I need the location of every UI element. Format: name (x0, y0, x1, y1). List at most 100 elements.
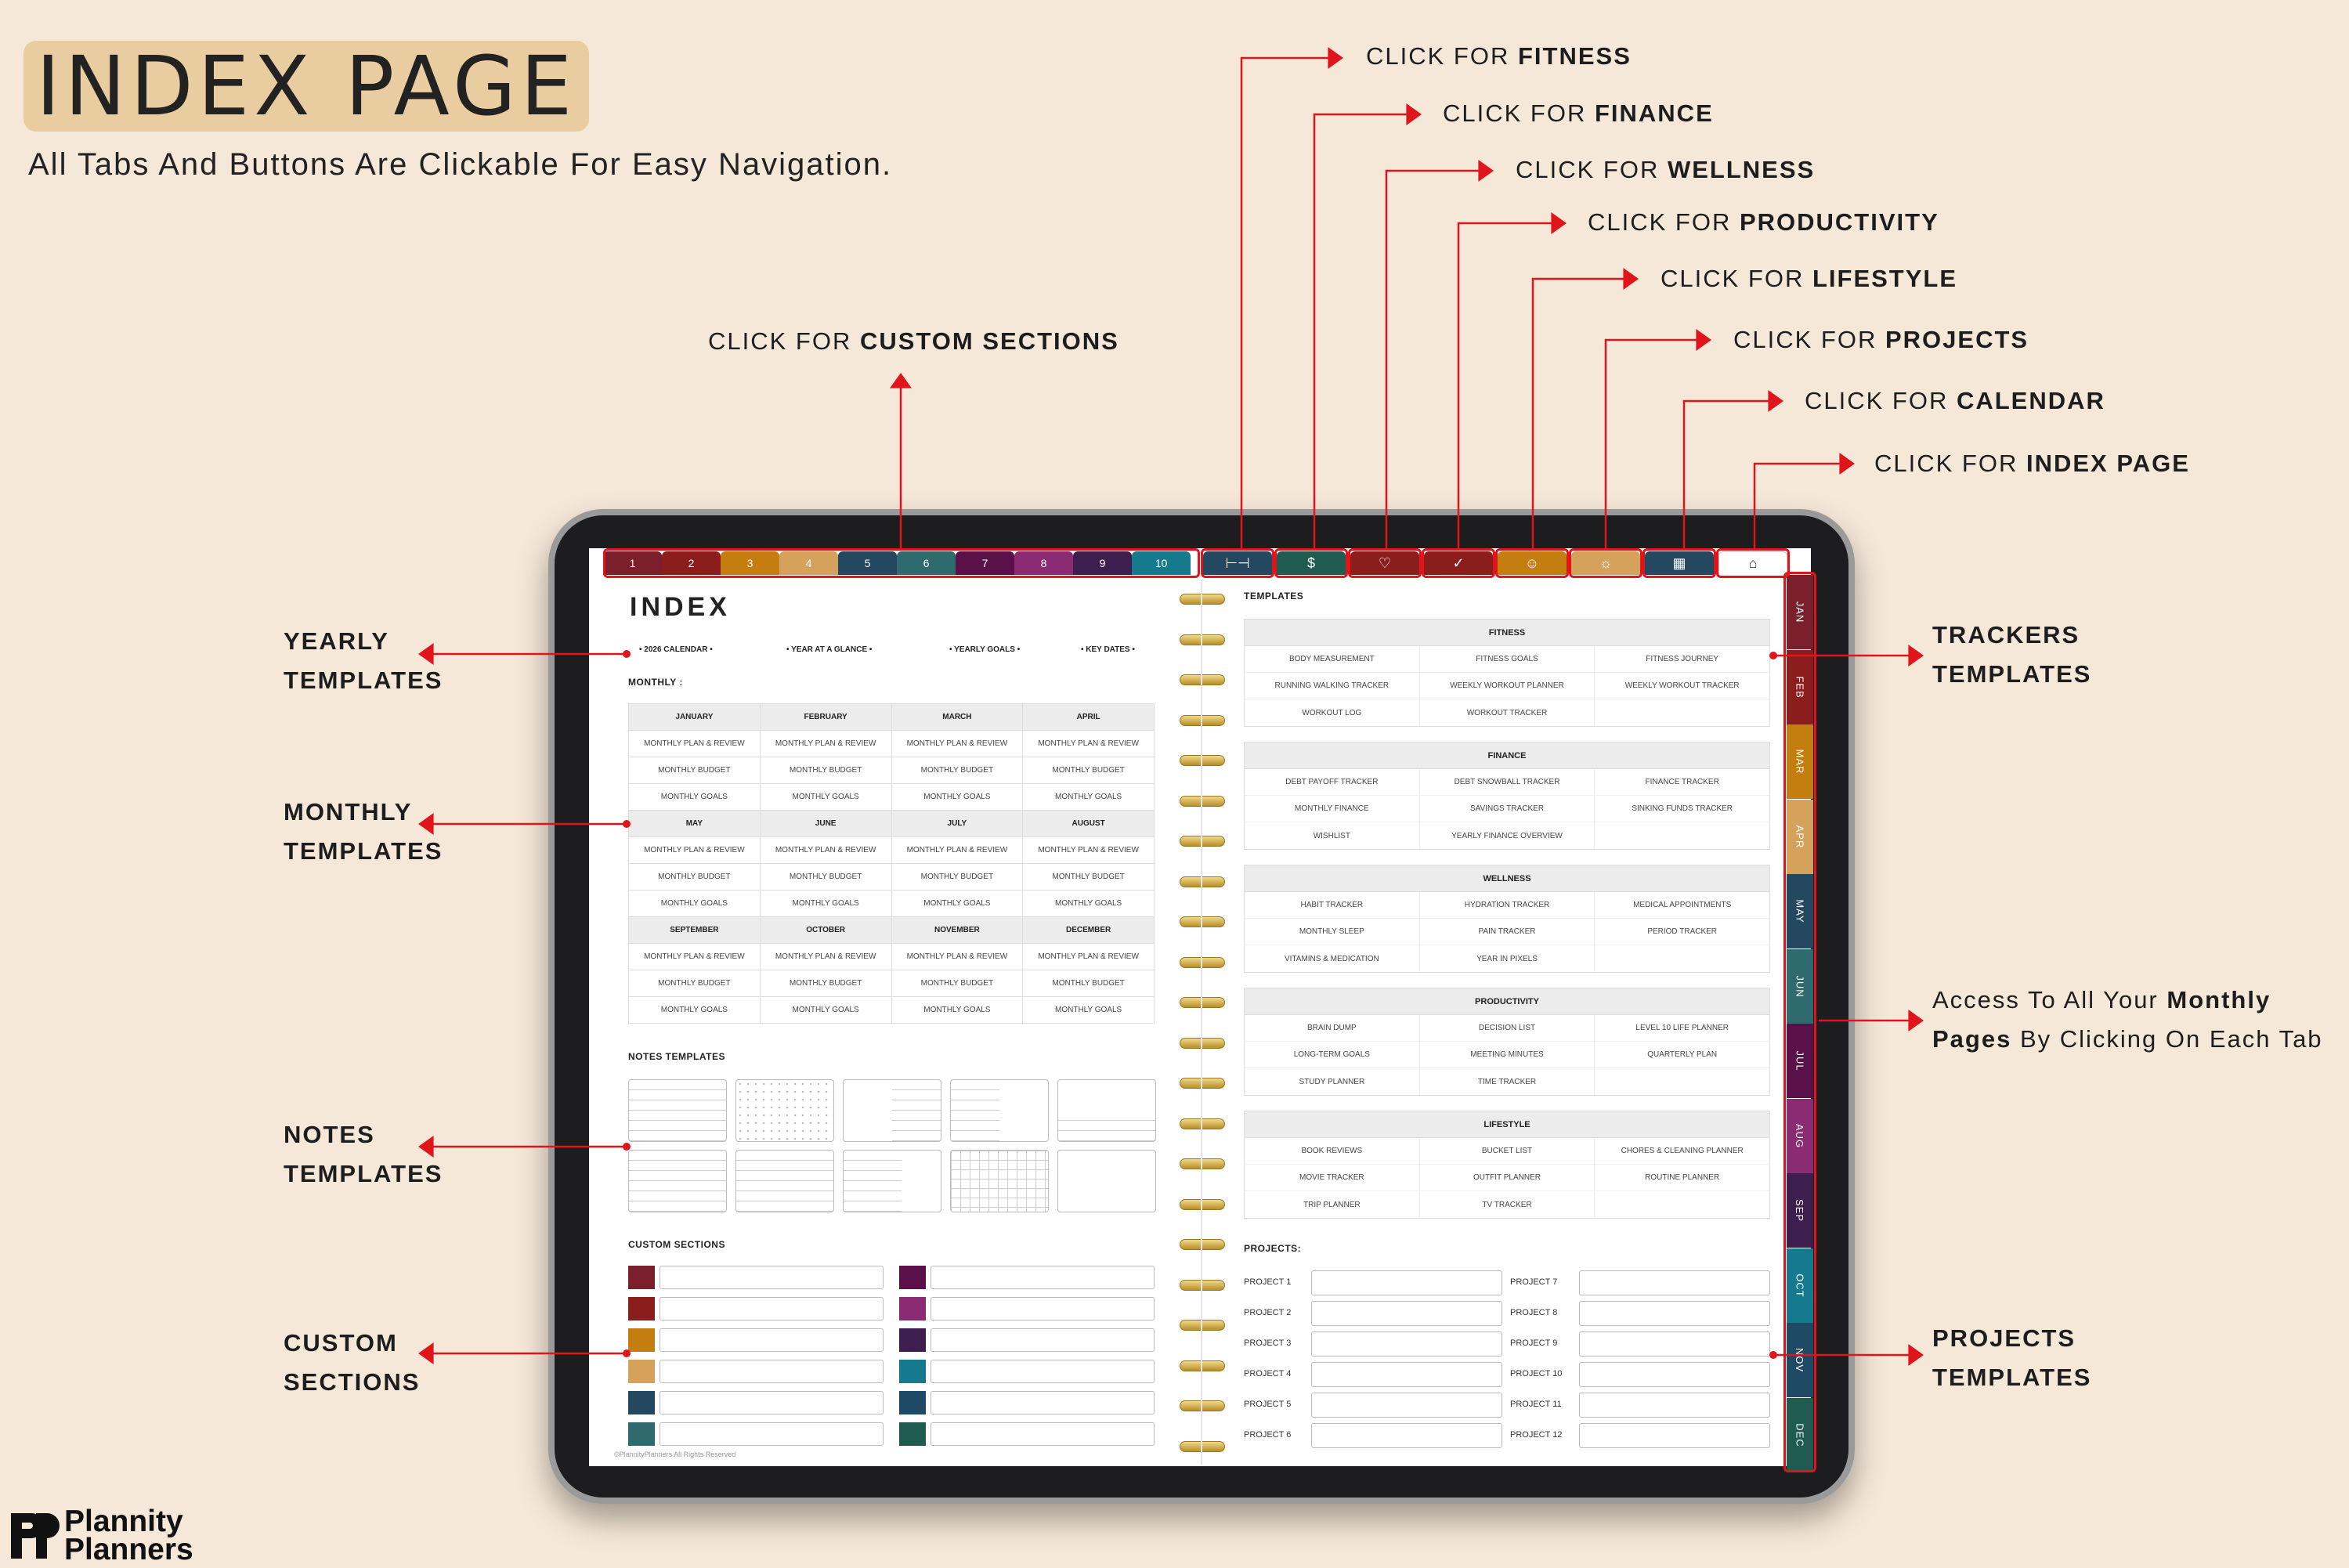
section-tab-check-circle[interactable]: ✓ (1424, 551, 1493, 575)
month-name[interactable]: JUNE (759, 810, 892, 837)
project-label[interactable]: PROJECT 8 (1510, 1308, 1558, 1317)
custom-tab-2[interactable]: 2 (662, 551, 721, 575)
project-label[interactable]: PROJECT 10 (1510, 1369, 1563, 1378)
month-tab-sep[interactable]: SEP (1787, 1173, 1813, 1248)
month-tab-apr[interactable]: APR (1787, 799, 1813, 874)
template-link[interactable]: TIME TRACKER (1420, 1068, 1596, 1095)
template-link[interactable]: WISHLIST (1245, 822, 1420, 849)
project-name-field[interactable] (1579, 1331, 1770, 1357)
month-template-link[interactable]: MONTHLY PLAN & REVIEW (1022, 943, 1155, 970)
month-name[interactable]: MARCH (891, 703, 1024, 731)
project-name-field[interactable] (1311, 1331, 1502, 1357)
month-template-link[interactable]: MONTHLY GOALS (628, 996, 761, 1024)
custom-tab-4[interactable]: 4 (779, 551, 838, 575)
month-tab-oct[interactable]: OCT (1787, 1248, 1813, 1323)
yearly-link[interactable]: • KEY DATES • (1081, 645, 1135, 654)
custom-section-name-field[interactable] (660, 1266, 884, 1289)
template-link[interactable]: BODY MEASUREMENT (1245, 646, 1420, 672)
month-name[interactable]: SEPTEMBER (628, 916, 761, 944)
project-name-field[interactable] (1311, 1362, 1502, 1387)
month-tab-dec[interactable]: DEC (1787, 1397, 1813, 1472)
project-label[interactable]: PROJECT 3 (1244, 1339, 1292, 1348)
month-tab-nov[interactable]: NOV (1787, 1323, 1813, 1397)
month-template-link[interactable]: MONTHLY PLAN & REVIEW (891, 836, 1024, 864)
project-name-field[interactable] (1311, 1423, 1502, 1448)
month-template-link[interactable]: MONTHLY GOALS (891, 783, 1024, 811)
month-tab-jun[interactable]: JUN (1787, 948, 1813, 1024)
month-template-link[interactable]: MONTHLY BUDGET (628, 863, 761, 891)
template-link[interactable]: BUCKET LIST (1420, 1138, 1596, 1164)
month-name[interactable]: MAY (628, 810, 761, 837)
month-template-link[interactable]: MONTHLY GOALS (891, 996, 1024, 1024)
custom-tab-7[interactable]: 7 (956, 551, 1014, 575)
month-template-link[interactable]: MONTHLY BUDGET (1022, 757, 1155, 784)
month-template-link[interactable]: MONTHLY BUDGET (1022, 970, 1155, 997)
template-link[interactable]: TRIP PLANNER (1245, 1191, 1420, 1218)
month-name[interactable]: JULY (891, 810, 1024, 837)
month-template-link[interactable]: MONTHLY GOALS (759, 890, 892, 917)
yearly-link[interactable]: • 2026 CALENDAR • (639, 645, 713, 654)
month-template-link[interactable]: MONTHLY BUDGET (1022, 863, 1155, 891)
month-tab-jan[interactable]: JAN (1787, 575, 1813, 649)
template-link[interactable]: YEAR IN PIXELS (1420, 945, 1596, 972)
template-link[interactable]: MEETING MINUTES (1420, 1042, 1596, 1068)
project-label[interactable]: PROJECT 2 (1244, 1308, 1292, 1317)
section-tab-lightbulb[interactable]: ☼ (1571, 551, 1640, 575)
month-name[interactable]: APRIL (1022, 703, 1155, 731)
custom-section-swatch[interactable] (899, 1297, 926, 1321)
month-template-link[interactable]: MONTHLY GOALS (1022, 890, 1155, 917)
month-template-link[interactable]: MONTHLY PLAN & REVIEW (628, 836, 761, 864)
template-link[interactable]: FINANCE TRACKER (1645, 778, 1719, 786)
month-template-link[interactable]: MONTHLY BUDGET (759, 863, 892, 891)
custom-section-name-field[interactable] (660, 1360, 884, 1383)
template-link[interactable]: RUNNING WALKING TRACKER (1245, 673, 1420, 699)
template-link[interactable]: PERIOD TRACKER (1647, 927, 1718, 936)
project-label[interactable]: PROJECT 7 (1510, 1277, 1558, 1287)
template-link[interactable]: BRAIN DUMP (1245, 1015, 1420, 1041)
month-name[interactable]: JANUARY (628, 703, 761, 731)
notes-template-thumbnail[interactable] (950, 1079, 1049, 1142)
month-template-link[interactable]: MONTHLY GOALS (891, 890, 1024, 917)
custom-section-name-field[interactable] (660, 1391, 884, 1414)
custom-tab-8[interactable]: 8 (1014, 551, 1073, 575)
notes-template-thumbnail[interactable] (1057, 1150, 1156, 1212)
project-label[interactable]: PROJECT 12 (1510, 1430, 1563, 1440)
project-label[interactable]: PROJECT 4 (1244, 1369, 1292, 1378)
project-name-field[interactable] (1579, 1301, 1770, 1326)
custom-section-swatch[interactable] (628, 1360, 655, 1383)
project-name-field[interactable] (1311, 1270, 1502, 1295)
template-link[interactable]: CHORES & CLEANING PLANNER (1621, 1147, 1744, 1155)
template-link[interactable]: WEEKLY WORKOUT PLANNER (1420, 673, 1596, 699)
month-template-link[interactable]: MONTHLY BUDGET (759, 757, 892, 784)
section-tab-calendar[interactable]: ▦ (1645, 551, 1714, 575)
custom-section-name-field[interactable] (931, 1297, 1155, 1321)
project-label[interactable]: PROJECT 6 (1244, 1430, 1292, 1440)
template-link[interactable]: LEVEL 10 LIFE PLANNER (1635, 1024, 1729, 1032)
custom-section-swatch[interactable] (628, 1297, 655, 1321)
month-tab-may[interactable]: MAY (1787, 874, 1813, 948)
month-name[interactable]: NOVEMBER (891, 916, 1024, 944)
template-link[interactable]: WORKOUT TRACKER (1420, 699, 1596, 726)
month-tab-aug[interactable]: AUG (1787, 1098, 1813, 1173)
template-link[interactable]: MEDICAL APPOINTMENTS (1633, 901, 1732, 909)
template-link[interactable]: VITAMINS & MEDICATION (1245, 945, 1420, 972)
project-name-field[interactable] (1311, 1301, 1502, 1326)
custom-tab-5[interactable]: 5 (838, 551, 897, 575)
month-tab-jul[interactable]: JUL (1787, 1024, 1813, 1098)
custom-section-name-field[interactable] (660, 1297, 884, 1321)
template-link[interactable]: HYDRATION TRACKER (1420, 892, 1596, 918)
custom-tab-6[interactable]: 6 (897, 551, 956, 575)
month-template-link[interactable]: MONTHLY BUDGET (891, 970, 1024, 997)
month-template-link[interactable]: MONTHLY PLAN & REVIEW (628, 730, 761, 757)
custom-tab-9[interactable]: 9 (1073, 551, 1132, 575)
month-template-link[interactable]: MONTHLY PLAN & REVIEW (759, 836, 892, 864)
notes-template-thumbnail[interactable] (1057, 1079, 1156, 1142)
month-template-link[interactable]: MONTHLY PLAN & REVIEW (759, 943, 892, 970)
custom-section-swatch[interactable] (899, 1360, 926, 1383)
month-name[interactable]: AUGUST (1022, 810, 1155, 837)
template-link[interactable]: TV TRACKER (1420, 1191, 1596, 1218)
month-template-link[interactable]: MONTHLY PLAN & REVIEW (891, 730, 1024, 757)
custom-tab-1[interactable]: 1 (603, 551, 662, 575)
template-link[interactable]: ROUTINE PLANNER (1645, 1173, 1720, 1182)
custom-section-name-field[interactable] (931, 1360, 1155, 1383)
